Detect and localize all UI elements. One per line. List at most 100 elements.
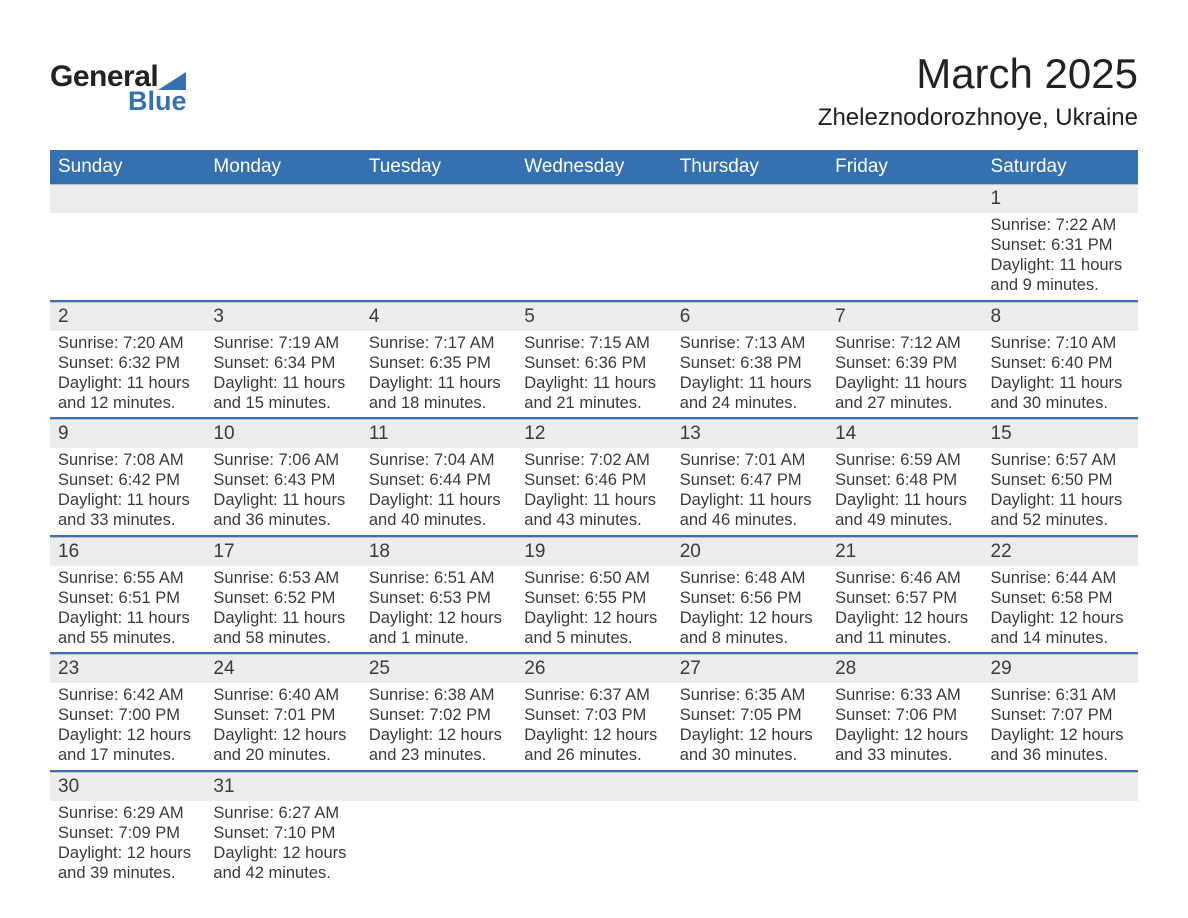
sunrise-text: Sunrise: 7:15 AM [524,333,665,353]
day-data: Sunrise: 7:13 AMSunset: 6:38 PMDaylight:… [672,331,827,418]
sunset-text: Sunset: 6:48 PM [835,470,976,490]
day-data: Sunrise: 6:27 AMSunset: 7:10 PMDaylight:… [205,801,360,888]
sunset-text: Sunset: 7:09 PM [58,823,199,843]
day-data [827,213,982,239]
sunset-text: Sunset: 6:46 PM [524,470,665,490]
sunrise-text: Sunrise: 6:48 AM [680,568,821,588]
day-number: 29 [983,655,1138,683]
sunset-text: Sunset: 6:52 PM [213,588,354,608]
day-data [516,213,671,239]
calendar-cell: 13Sunrise: 7:01 AMSunset: 6:47 PMDayligh… [672,418,827,536]
sunrise-text: Sunrise: 6:29 AM [58,803,199,823]
daylight-text: Daylight: 12 hours and 1 minute. [369,608,510,648]
calendar-cell [983,771,1138,888]
sunrise-text: Sunrise: 6:42 AM [58,685,199,705]
day-data: Sunrise: 6:57 AMSunset: 6:50 PMDaylight:… [983,448,1138,535]
day-number: 4 [361,303,516,331]
calendar-cell: 23Sunrise: 6:42 AMSunset: 7:00 PMDayligh… [50,653,205,771]
day-data [361,801,516,827]
calendar-cell: 2Sunrise: 7:20 AMSunset: 6:32 PMDaylight… [50,301,205,419]
day-number [672,773,827,801]
day-number: 1 [983,185,1138,213]
sunrise-text: Sunrise: 6:31 AM [991,685,1132,705]
day-number: 9 [50,420,205,448]
calendar-cell [516,184,671,301]
calendar-cell [50,184,205,301]
day-number [516,773,671,801]
daylight-text: Daylight: 12 hours and 39 minutes. [58,843,199,883]
calendar-cell: 15Sunrise: 6:57 AMSunset: 6:50 PMDayligh… [983,418,1138,536]
sunrise-text: Sunrise: 6:33 AM [835,685,976,705]
day-number: 30 [50,773,205,801]
sunrise-text: Sunrise: 7:01 AM [680,450,821,470]
weekday-header: Monday [205,150,360,184]
weekday-header: Tuesday [361,150,516,184]
day-number: 24 [205,655,360,683]
sunrise-text: Sunrise: 6:46 AM [835,568,976,588]
weekday-header: Sunday [50,150,205,184]
day-number: 28 [827,655,982,683]
sunset-text: Sunset: 7:05 PM [680,705,821,725]
daylight-text: Daylight: 11 hours and 58 minutes. [213,608,354,648]
sunrise-text: Sunrise: 7:12 AM [835,333,976,353]
daylight-text: Daylight: 11 hours and 55 minutes. [58,608,199,648]
sunrise-text: Sunrise: 7:13 AM [680,333,821,353]
day-number: 12 [516,420,671,448]
day-data: Sunrise: 7:19 AMSunset: 6:34 PMDaylight:… [205,331,360,418]
daylight-text: Daylight: 11 hours and 49 minutes. [835,490,976,530]
calendar-cell: 20Sunrise: 6:48 AMSunset: 6:56 PMDayligh… [672,536,827,654]
day-data: Sunrise: 7:10 AMSunset: 6:40 PMDaylight:… [983,331,1138,418]
sunrise-text: Sunrise: 6:50 AM [524,568,665,588]
calendar-cell: 25Sunrise: 6:38 AMSunset: 7:02 PMDayligh… [361,653,516,771]
logo: General Blue [50,60,187,117]
daylight-text: Daylight: 11 hours and 27 minutes. [835,373,976,413]
day-data: Sunrise: 6:35 AMSunset: 7:05 PMDaylight:… [672,683,827,770]
day-number: 3 [205,303,360,331]
sunrise-text: Sunrise: 6:53 AM [213,568,354,588]
day-number: 13 [672,420,827,448]
sunset-text: Sunset: 6:42 PM [58,470,199,490]
day-number [672,185,827,213]
calendar-table: Sunday Monday Tuesday Wednesday Thursday… [50,150,1138,887]
sunset-text: Sunset: 7:10 PM [213,823,354,843]
calendar-cell: 26Sunrise: 6:37 AMSunset: 7:03 PMDayligh… [516,653,671,771]
calendar-cell: 3Sunrise: 7:19 AMSunset: 6:34 PMDaylight… [205,301,360,419]
day-data [827,801,982,827]
calendar-cell [672,184,827,301]
day-number [205,185,360,213]
calendar-cell [361,771,516,888]
day-data: Sunrise: 6:53 AMSunset: 6:52 PMDaylight:… [205,566,360,653]
day-data [205,213,360,239]
daylight-text: Daylight: 12 hours and 11 minutes. [835,608,976,648]
sunrise-text: Sunrise: 6:27 AM [213,803,354,823]
sunrise-text: Sunrise: 7:04 AM [369,450,510,470]
day-data: Sunrise: 6:42 AMSunset: 7:00 PMDaylight:… [50,683,205,770]
daylight-text: Daylight: 11 hours and 15 minutes. [213,373,354,413]
day-number [361,185,516,213]
day-number: 11 [361,420,516,448]
day-number [361,773,516,801]
calendar-cell: 22Sunrise: 6:44 AMSunset: 6:58 PMDayligh… [983,536,1138,654]
sunrise-text: Sunrise: 7:19 AM [213,333,354,353]
calendar-cell: 7Sunrise: 7:12 AMSunset: 6:39 PMDaylight… [827,301,982,419]
day-number: 19 [516,538,671,566]
day-number [827,773,982,801]
calendar-cell: 21Sunrise: 6:46 AMSunset: 6:57 PMDayligh… [827,536,982,654]
calendar-cell [827,184,982,301]
sunset-text: Sunset: 6:51 PM [58,588,199,608]
daylight-text: Daylight: 11 hours and 36 minutes. [213,490,354,530]
day-data: Sunrise: 6:50 AMSunset: 6:55 PMDaylight:… [516,566,671,653]
calendar-cell: 24Sunrise: 6:40 AMSunset: 7:01 PMDayligh… [205,653,360,771]
sunset-text: Sunset: 6:39 PM [835,353,976,373]
weekday-header-row: Sunday Monday Tuesday Wednesday Thursday… [50,150,1138,184]
sunset-text: Sunset: 6:38 PM [680,353,821,373]
calendar-cell: 11Sunrise: 7:04 AMSunset: 6:44 PMDayligh… [361,418,516,536]
day-data: Sunrise: 7:02 AMSunset: 6:46 PMDaylight:… [516,448,671,535]
sunset-text: Sunset: 6:36 PM [524,353,665,373]
daylight-text: Daylight: 12 hours and 33 minutes. [835,725,976,765]
day-data: Sunrise: 7:08 AMSunset: 6:42 PMDaylight:… [50,448,205,535]
daylight-text: Daylight: 12 hours and 14 minutes. [991,608,1132,648]
sunrise-text: Sunrise: 7:17 AM [369,333,510,353]
calendar-cell: 27Sunrise: 6:35 AMSunset: 7:05 PMDayligh… [672,653,827,771]
day-data: Sunrise: 7:06 AMSunset: 6:43 PMDaylight:… [205,448,360,535]
